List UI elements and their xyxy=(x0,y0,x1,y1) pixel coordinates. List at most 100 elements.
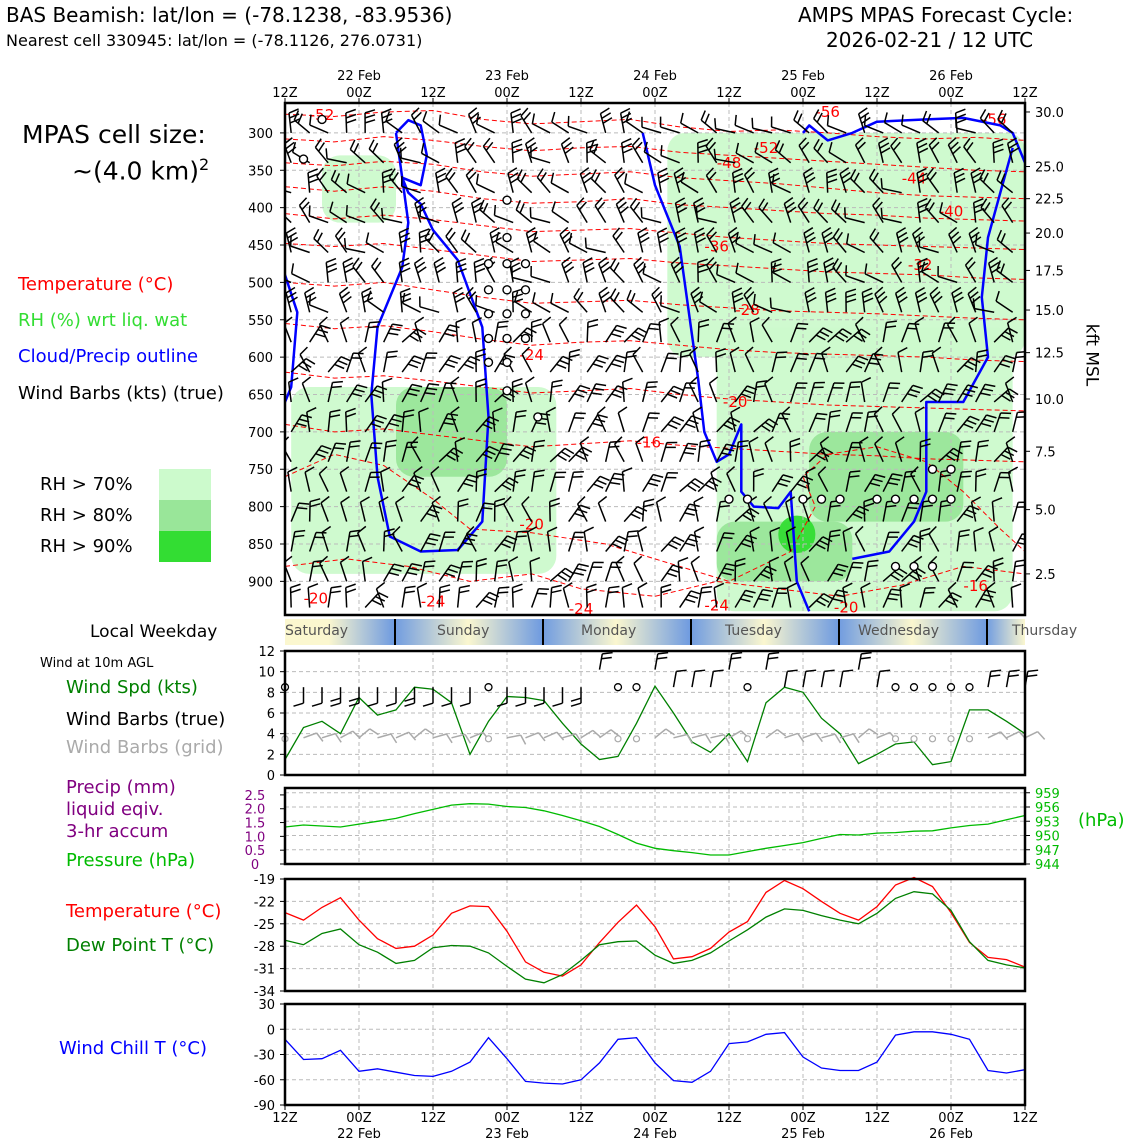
wind-barb xyxy=(325,148,347,164)
wind-barb xyxy=(549,379,563,403)
wind-barb xyxy=(623,505,648,523)
wind-barb xyxy=(697,138,709,163)
wind-barb xyxy=(919,438,931,462)
top-time-label: 12Z xyxy=(272,86,298,101)
calm-circle-grid xyxy=(484,735,493,743)
wind-barb xyxy=(845,233,865,254)
wind-barb xyxy=(1004,376,1015,403)
wind-barb xyxy=(891,406,903,433)
wind-barb xyxy=(438,114,458,134)
wind-barb xyxy=(974,439,989,462)
calm-circle xyxy=(724,494,734,504)
wind-barb xyxy=(672,669,687,688)
wind-barb xyxy=(339,466,350,492)
wind-speed-tick-label: 4 xyxy=(267,728,275,743)
wind-barb xyxy=(691,733,712,744)
wind-barb xyxy=(987,669,1002,688)
wind-barb xyxy=(287,377,299,403)
wind-barb xyxy=(956,470,972,492)
calm-circle xyxy=(520,333,531,344)
top-date-label: 22 Feb xyxy=(337,69,381,84)
wind-barb xyxy=(364,414,387,433)
weekday-band-4 xyxy=(838,619,986,645)
wind-barb xyxy=(956,529,970,552)
wind-barb xyxy=(697,585,713,608)
wind-barb xyxy=(642,473,664,493)
wind-barb xyxy=(309,114,329,134)
wind-barb xyxy=(343,238,366,254)
wind-barb xyxy=(567,348,581,373)
wind-barb xyxy=(783,555,794,582)
wind-barb xyxy=(285,436,292,463)
wind-barb xyxy=(473,257,486,283)
precip-tick-label: 0.5 xyxy=(245,844,266,859)
wind-barb xyxy=(883,112,903,134)
wind-barb xyxy=(901,534,924,552)
wind-barb xyxy=(690,555,701,582)
wind-barb xyxy=(400,176,421,194)
wind-barb xyxy=(826,409,841,432)
wind-barb xyxy=(614,167,626,194)
wind-barb xyxy=(857,107,871,134)
wind-barb xyxy=(567,115,588,134)
wind-barb xyxy=(873,346,884,373)
wind-barb xyxy=(623,349,638,373)
wind-barb xyxy=(854,525,866,552)
wind-barb xyxy=(293,687,305,707)
wind-barb xyxy=(735,262,755,284)
wind-barb xyxy=(475,173,495,194)
wind-barb xyxy=(589,140,607,164)
wind-barb xyxy=(1006,137,1020,163)
wind-barb xyxy=(727,316,737,343)
wind-barb xyxy=(641,498,655,522)
wind-barb xyxy=(511,377,523,403)
calm-circle xyxy=(909,683,919,692)
wind-barb xyxy=(298,197,311,223)
weekday-wednesday: Wednesday xyxy=(858,623,940,639)
height-tick-label: 30.0 xyxy=(1035,106,1064,121)
wind-barb xyxy=(371,257,385,283)
wind-barb xyxy=(697,318,710,343)
wind-barb xyxy=(872,197,884,223)
wind-barb xyxy=(419,560,436,582)
wind-barb xyxy=(734,114,754,134)
wind-barb xyxy=(873,406,884,433)
wind-barb xyxy=(641,381,658,403)
legend-wind-barbs-grid: Wind Barbs (grid) xyxy=(66,737,224,758)
wind-barb xyxy=(338,286,352,313)
calm-circle xyxy=(483,333,494,344)
wind-barb xyxy=(928,525,940,552)
wind-barb xyxy=(689,346,699,373)
temperature-label: -44 xyxy=(902,169,927,187)
wind-barb xyxy=(471,317,482,343)
kft-axis-label: kft MSL xyxy=(1081,323,1102,387)
wind-barb xyxy=(340,730,361,740)
wind-barb xyxy=(974,349,988,373)
calm-circle xyxy=(890,494,901,504)
calm-circle xyxy=(872,494,882,504)
temperature-contours: -52-56-56-52-48-44-40-36-32-28-24-20-16-… xyxy=(285,103,1025,615)
temperature-label: -16 xyxy=(963,577,988,595)
wind-barb xyxy=(388,168,403,194)
temperature-label: -24 xyxy=(421,593,446,611)
wind-barb xyxy=(980,198,995,224)
wind-barb xyxy=(529,556,541,582)
wind-barb xyxy=(507,167,520,193)
calm-circle xyxy=(298,154,309,164)
wind-barb xyxy=(819,436,830,463)
wind-barb xyxy=(455,317,467,343)
wind-barb xyxy=(860,376,872,403)
wind-barb xyxy=(609,288,625,313)
wind-barb xyxy=(789,352,809,373)
wind-barb xyxy=(637,582,648,608)
wind-barb xyxy=(506,734,527,745)
wind-barb xyxy=(939,202,958,224)
calm-circle xyxy=(743,683,752,692)
wind-chill-tick-label: 0 xyxy=(267,1023,275,1038)
wind-barb xyxy=(304,466,315,492)
wind-barb xyxy=(345,407,357,432)
wind-barb xyxy=(349,139,366,164)
bottom-date-label: 25 Feb xyxy=(781,1127,825,1140)
wind-barb xyxy=(604,472,625,492)
wind-barb xyxy=(769,297,791,314)
